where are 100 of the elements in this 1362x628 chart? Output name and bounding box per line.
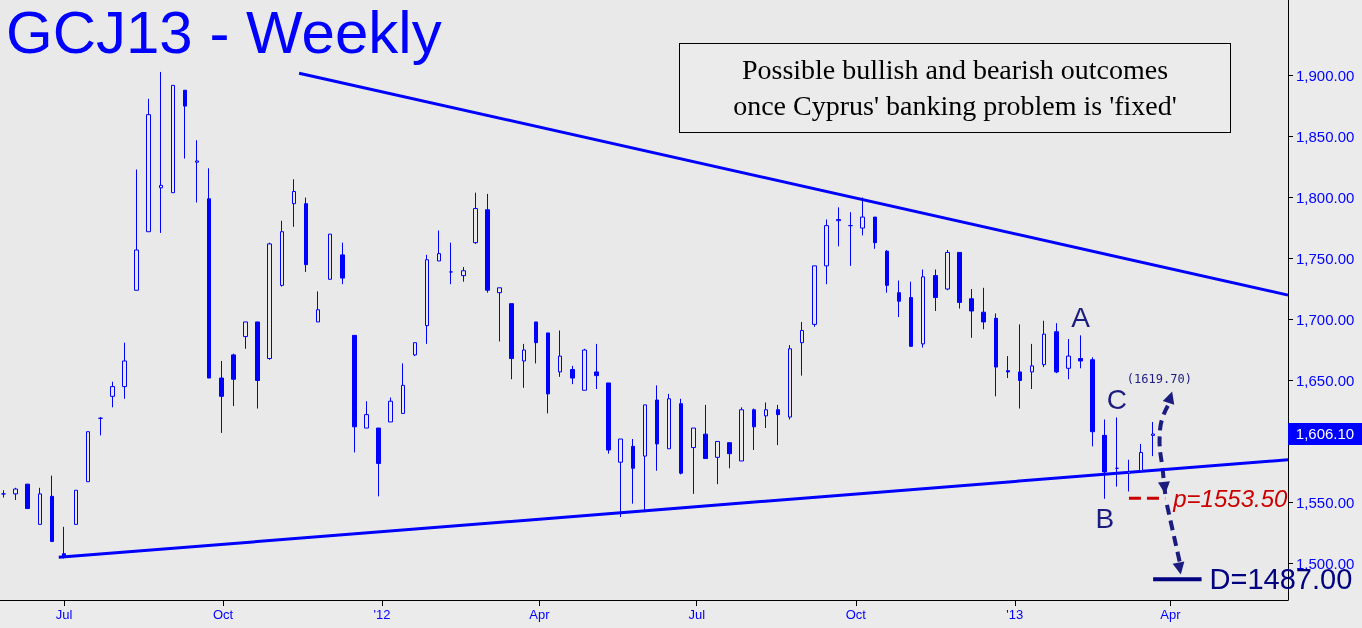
candlestick <box>509 303 514 380</box>
annotation: A <box>1071 301 1091 333</box>
candlestick <box>280 220 284 288</box>
x-tick-label: '13 <box>1006 607 1024 622</box>
annotation: B <box>1095 503 1115 535</box>
x-tick-label: Jul <box>55 607 73 622</box>
candlestick <box>836 206 841 247</box>
candlestick <box>122 342 127 400</box>
annotation: C <box>1106 383 1127 415</box>
candlestick <box>50 475 54 542</box>
candlestick <box>727 442 732 469</box>
candlestick <box>824 219 829 285</box>
candlestick <box>994 312 998 397</box>
candlestick <box>328 233 332 280</box>
candlestick <box>485 193 490 294</box>
candlestick <box>1054 322 1059 374</box>
candlestick <box>449 242 453 285</box>
candlestick <box>25 483 30 510</box>
candlestick <box>897 279 901 318</box>
candlestick <box>522 343 526 389</box>
candlestick <box>376 427 381 497</box>
candlestick <box>1042 320 1046 368</box>
candlestick <box>207 167 211 379</box>
candlestick <box>909 281 913 347</box>
candlestick <box>812 265 817 328</box>
candlestick <box>38 487 42 525</box>
text-box: Possible bullish and bearish outcomes once Cyprus' banking problem is 'fixed' <box>679 43 1231 133</box>
candlestick <box>195 139 199 203</box>
candlestick <box>606 382 611 455</box>
candlestick <box>764 401 768 429</box>
candlestick <box>461 266 466 283</box>
x-tick-label: Apr <box>529 607 551 622</box>
y-tick-label: 1,750.00 <box>1296 250 1355 268</box>
candlestick <box>885 249 889 294</box>
x-tick-label: Oct <box>212 607 234 622</box>
candlestick <box>631 438 635 505</box>
candlestick <box>655 384 659 472</box>
y-tick-label: 1,550.00 <box>1296 493 1355 511</box>
candlestick <box>667 393 671 450</box>
candlestick <box>401 362 405 414</box>
candlestick <box>679 398 683 475</box>
candlestick <box>570 365 575 385</box>
candlestick <box>534 321 538 364</box>
x-tick-label: Apr <box>1160 607 1182 622</box>
candlestick <box>340 242 345 285</box>
candlestick <box>437 229 441 262</box>
candlestick <box>981 287 986 330</box>
x-tick-label: Jul <box>688 607 706 622</box>
candlestick <box>497 287 502 342</box>
candlestick <box>388 397 393 423</box>
y-tick-label: 1,850.00 <box>1296 128 1355 146</box>
candlestick <box>146 98 151 233</box>
candlestick <box>1006 355 1010 379</box>
candlestick <box>1090 356 1095 447</box>
y-tick-label: 1,700.00 <box>1296 311 1355 329</box>
candlestick <box>292 178 296 228</box>
candlestick <box>546 332 550 414</box>
candlestick <box>364 400 369 429</box>
candlestick <box>788 344 792 421</box>
candlestick <box>74 489 78 525</box>
candlestick <box>134 169 139 291</box>
candlestick <box>776 404 780 446</box>
x-tick-label: Oct <box>845 607 867 622</box>
annotation: (1619.70) <box>1126 372 1192 387</box>
candlestick <box>110 381 115 408</box>
candlestick <box>582 348 587 391</box>
x-tick-label: '12 <box>373 607 391 622</box>
candlestick <box>848 211 853 267</box>
candlestick <box>921 269 925 349</box>
candlestick <box>413 342 417 357</box>
candlestick <box>873 216 877 250</box>
candlestick <box>1 489 6 499</box>
candlestick <box>255 321 260 410</box>
candlestick <box>13 487 18 501</box>
candlestick <box>1030 343 1034 390</box>
candlestick <box>715 440 720 485</box>
candlestick <box>183 89 187 160</box>
candlestick <box>267 242 272 361</box>
candlestick <box>304 197 308 273</box>
chart-title: GCJ13 - Weekly <box>6 0 442 66</box>
candlestick <box>425 254 429 345</box>
candlestick <box>159 71 163 234</box>
price-tag: 1,606.10 <box>1288 423 1362 445</box>
y-tick-label: 1,800.00 <box>1296 189 1355 207</box>
candlestick <box>1066 338 1071 380</box>
candlestick <box>969 288 974 339</box>
candlestick <box>98 416 103 436</box>
candlestick <box>957 251 962 310</box>
candlestick <box>171 84 175 194</box>
candlestick <box>594 343 599 390</box>
candlestick <box>1018 323 1022 410</box>
candlestick <box>691 427 696 495</box>
candlestick <box>243 321 248 350</box>
candlestick <box>800 321 804 377</box>
candlestick <box>86 431 90 483</box>
candlestick <box>1078 334 1083 369</box>
candlestick <box>231 353 236 407</box>
candlestick <box>752 408 756 451</box>
candlestick <box>945 249 950 291</box>
candlestick <box>703 404 708 460</box>
